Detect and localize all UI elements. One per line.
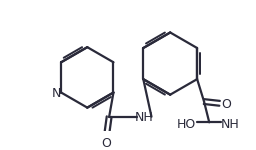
Text: O: O [222,98,231,111]
Text: NH: NH [221,118,239,130]
Text: NH: NH [134,111,153,124]
Text: N: N [52,87,61,100]
Text: O: O [101,137,111,150]
Text: HO: HO [177,118,196,130]
